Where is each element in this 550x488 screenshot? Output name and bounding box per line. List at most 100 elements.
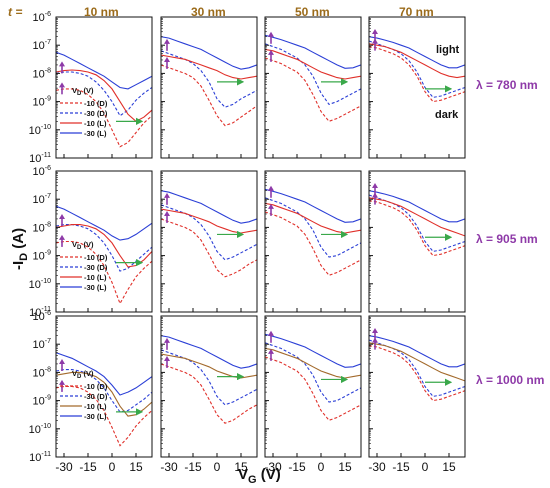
series-line--30L [161,190,257,224]
x-tick-label: 0 [422,460,429,474]
legend-label: -30 (L) [84,283,107,292]
legend-title: VD (V) [72,369,94,380]
series-line--30D [161,50,257,108]
x-tick-label: 0 [214,460,221,474]
series-line--30L [265,188,361,223]
y-tick-label: 10-7 [33,193,52,206]
panel-r1-c3 [264,16,362,159]
series-group [265,333,361,421]
thickness-prefix: t = [8,5,22,19]
series-line--30L [369,190,465,223]
dark-annotation: dark [435,109,459,121]
panel-r1-c4 [368,16,466,159]
light-shift-arrowhead [268,31,274,37]
x-tick-label: -30 [264,460,282,474]
series-line--10L [369,43,465,79]
legend-label: -30 (D) [84,263,108,272]
panel-frame [264,16,362,159]
light-shift-arrowhead [164,192,170,198]
legend-label: -30 (L) [84,129,107,138]
x-tick-label: -30 [160,460,178,474]
panel-frame [160,170,258,313]
light-shift-arrowhead [164,56,170,62]
light-shift-arrowhead [372,192,378,198]
y-tick-label: 10-10 [29,423,51,436]
wavelength-label-2: λ = 905 nm [476,232,538,246]
series-line--30D [161,204,257,261]
legend-label: -10 (D) [84,382,108,391]
legend-label: -10 (L) [84,273,107,282]
x-tick-label: -15 [79,460,97,474]
panel-frame [264,315,362,458]
series-line--10L [265,202,361,234]
panel-frame [264,170,362,313]
column-title-4: 70 nm [399,5,434,19]
legend-title: VD (V) [72,240,94,251]
light-shift-arrowhead [268,203,274,209]
series-line--10D [369,46,465,103]
legend-label: -10 (D) [84,253,108,262]
light-shift-arrowhead [268,330,274,336]
y-tick-label: 10-6 [33,310,52,323]
series-group [369,190,465,257]
legend-r1: VD (V) -10 (D)-30 (D)-10 (L)-30 (L) [60,86,108,138]
light-shift-arrowhead [372,28,378,34]
panel-frame [368,170,466,313]
legend-label: -10 (D) [84,99,108,108]
panel-frame [55,315,153,458]
light-shift-arrowhead [268,49,274,55]
series-line--10D [369,345,465,402]
column-title-2: 30 nm [191,5,226,19]
panel-r3-c4: -30 -15 0 15 [368,315,466,474]
column-titles: 10 nm 30 nm 50 nm 70 nm [84,5,434,19]
series-line--10D [265,356,361,421]
panel-r1-c1: 10-6 10-7 10-8 10-9 10-10 10-11 [29,11,153,165]
y-tick-label: 10-11 [29,306,51,319]
light-shift-arrowhead [268,185,274,191]
y-tick-label: 10-7 [33,338,52,351]
light-shift-arrowhead [164,337,170,343]
y-tick-label: 10-11 [29,152,51,165]
x-tick-label: 15 [234,460,248,474]
y-axis-label: -ID (A) [10,228,30,270]
series-line--10L [369,342,465,382]
light-shift-arrowhead [59,358,65,364]
series-line--30L [369,36,465,69]
light-shift-arrowhead [59,213,65,219]
light-shift-arrowhead [372,38,378,44]
y-tick-label: 10-9 [33,250,52,263]
series-group [56,51,152,148]
x-tick-label: 0 [318,460,325,474]
series-group [369,335,465,402]
light-dark-annotations: light dark [435,44,460,121]
series-line--10L [265,48,361,80]
legend-label: -10 (L) [84,119,107,128]
legend-label: -10 (L) [84,402,107,411]
panel-frame [55,170,153,313]
series-line--30D [265,43,361,106]
light-shift-arrowhead [164,355,170,361]
light-shift-arrowhead [164,210,170,216]
series-line--10L [161,208,257,234]
light-shift-arrowhead [372,182,378,188]
x-tick-label: -15 [184,460,202,474]
panel-grid: 10-610-710-810-910-1010-1110-610-710-810… [29,11,466,474]
series-line--30L [161,36,257,70]
series-line--10L [161,54,257,80]
series-line--30L [56,205,152,241]
panel-r1-c2 [160,16,258,159]
panel-r3-c3: -30 -15 0 15 [264,315,362,474]
light-shift-arrowhead [268,348,274,354]
series-group [265,188,361,276]
series-line--10D [56,88,152,148]
series-line--30L [56,352,152,396]
panel-r2-c1: 10-6 10-7 10-8 10-9 10-10 10-11 [29,165,153,319]
x-tick-label: 15 [442,460,456,474]
series-line--30L [265,34,361,69]
legend-label: -30 (D) [84,392,108,401]
series-line--30L [265,333,361,368]
series-line--10L [161,353,257,379]
series-line--30D [369,194,465,252]
legend-title: VD (V) [72,86,94,97]
series-group [265,34,361,122]
